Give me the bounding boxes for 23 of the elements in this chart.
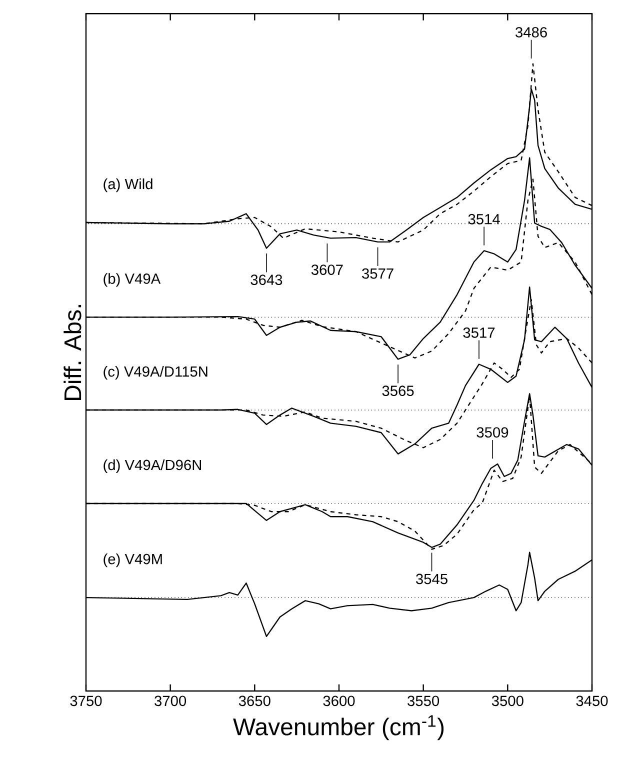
x-tick-label: 3500 bbox=[492, 696, 524, 706]
annotation: 3509 bbox=[476, 427, 508, 438]
annotation: 3486 bbox=[516, 27, 547, 38]
annotation: 3607 bbox=[311, 264, 343, 275]
text: (e) V49M bbox=[104, 553, 162, 568]
text: (d) V49A/D96N bbox=[104, 459, 201, 474]
annotation: 3517 bbox=[463, 327, 495, 338]
text: (b) V49A bbox=[104, 273, 161, 287]
annotation: 3545 bbox=[416, 574, 448, 584]
annotation: 3577 bbox=[362, 268, 394, 279]
text: (a) Wild bbox=[104, 178, 152, 192]
y-axis-title: Diff. Abs. bbox=[64, 304, 82, 400]
x-tick-label: 3450 bbox=[576, 696, 608, 706]
x-tick-label: 3700 bbox=[154, 696, 186, 706]
x-axis-title: Wavenumber (cm$^{-1}$) bbox=[233, 715, 444, 740]
x-tick-label: 3550 bbox=[408, 696, 440, 706]
text: (c) V49A/D115N bbox=[104, 366, 208, 380]
x-tick-label: 3750 bbox=[70, 696, 102, 706]
x-tick-label: 3650 bbox=[238, 696, 270, 706]
annotation: 3514 bbox=[468, 214, 500, 224]
annotation: 3565 bbox=[382, 386, 414, 396]
annotation: 3643 bbox=[250, 274, 282, 286]
x-tick-label: 3600 bbox=[323, 696, 355, 706]
